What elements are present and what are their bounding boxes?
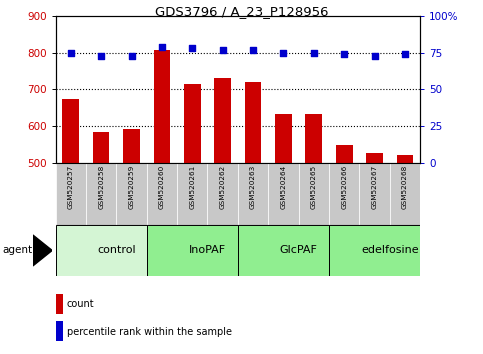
Text: count: count bbox=[67, 299, 94, 309]
Bar bbox=[177, 163, 208, 225]
Bar bbox=[147, 163, 177, 225]
Text: edelfosine: edelfosine bbox=[361, 245, 419, 256]
Text: GSM520264: GSM520264 bbox=[281, 165, 286, 209]
Text: GSM520261: GSM520261 bbox=[189, 165, 195, 209]
Bar bbox=[298, 163, 329, 225]
Text: GSM520259: GSM520259 bbox=[128, 165, 135, 209]
Bar bbox=[359, 163, 390, 225]
Bar bbox=[238, 163, 268, 225]
Text: GSM520267: GSM520267 bbox=[371, 165, 378, 209]
Text: GSM520258: GSM520258 bbox=[98, 165, 104, 209]
Bar bbox=[56, 225, 147, 276]
Point bbox=[67, 50, 74, 56]
Text: GSM520268: GSM520268 bbox=[402, 165, 408, 209]
Bar bbox=[245, 82, 261, 163]
Bar bbox=[238, 225, 329, 276]
Bar bbox=[56, 321, 63, 341]
Bar bbox=[390, 163, 420, 225]
Point bbox=[188, 45, 196, 51]
Point bbox=[97, 53, 105, 58]
Text: GDS3796 / A_23_P128956: GDS3796 / A_23_P128956 bbox=[155, 5, 328, 18]
Text: GSM520263: GSM520263 bbox=[250, 165, 256, 209]
Bar bbox=[147, 225, 238, 276]
Point bbox=[219, 47, 227, 52]
Point bbox=[310, 50, 318, 56]
Bar bbox=[329, 225, 420, 276]
Point bbox=[341, 51, 348, 57]
Point bbox=[128, 53, 135, 58]
Text: GSM520257: GSM520257 bbox=[68, 165, 74, 209]
Bar bbox=[116, 163, 147, 225]
Bar bbox=[329, 163, 359, 225]
Text: InoPAF: InoPAF bbox=[189, 245, 226, 256]
Bar bbox=[275, 114, 292, 163]
Point bbox=[401, 51, 409, 57]
Bar bbox=[86, 163, 116, 225]
Point bbox=[280, 50, 287, 56]
Bar bbox=[56, 163, 86, 225]
Bar bbox=[56, 294, 63, 314]
Text: GlcPAF: GlcPAF bbox=[280, 245, 318, 256]
Text: GSM520266: GSM520266 bbox=[341, 165, 347, 209]
Text: GSM520262: GSM520262 bbox=[220, 165, 226, 209]
Point bbox=[371, 53, 379, 58]
Bar bbox=[123, 129, 140, 163]
Bar bbox=[93, 132, 110, 163]
Bar bbox=[305, 114, 322, 163]
Bar bbox=[62, 98, 79, 163]
Text: GSM520260: GSM520260 bbox=[159, 165, 165, 209]
Bar bbox=[154, 50, 170, 163]
Text: agent: agent bbox=[2, 245, 32, 256]
Polygon shape bbox=[33, 235, 52, 266]
Bar bbox=[366, 153, 383, 163]
Bar bbox=[397, 155, 413, 163]
Bar bbox=[214, 78, 231, 163]
Point bbox=[249, 47, 257, 52]
Bar bbox=[184, 84, 200, 163]
Point bbox=[158, 44, 166, 50]
Bar bbox=[336, 145, 353, 163]
Text: percentile rank within the sample: percentile rank within the sample bbox=[67, 327, 231, 337]
Bar bbox=[208, 163, 238, 225]
Text: control: control bbox=[97, 245, 136, 256]
Bar bbox=[268, 163, 298, 225]
Text: GSM520265: GSM520265 bbox=[311, 165, 317, 209]
